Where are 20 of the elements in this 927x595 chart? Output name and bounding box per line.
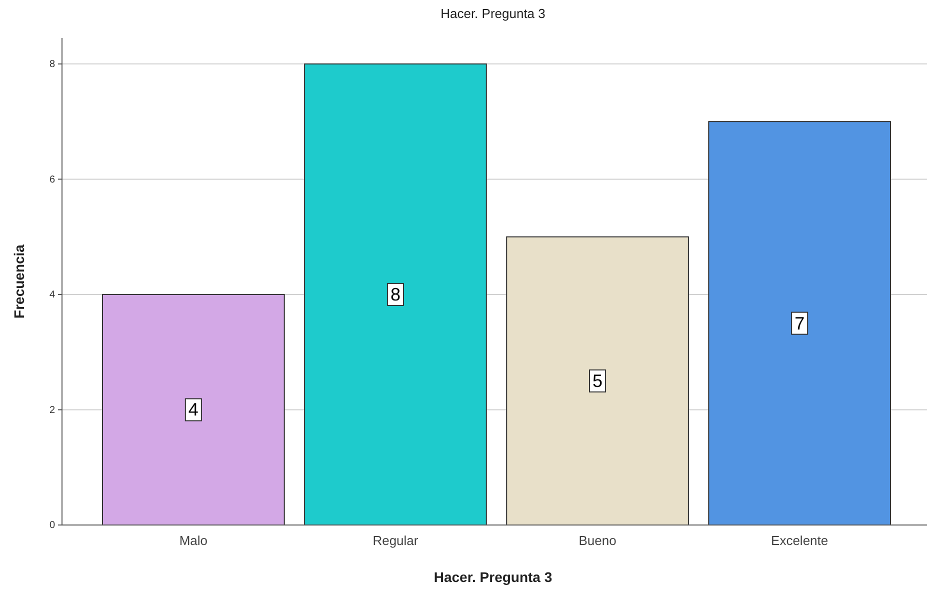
bar xyxy=(304,63,487,526)
bar xyxy=(506,236,689,526)
data-label: 4 xyxy=(188,400,198,420)
x-tick-label: Malo xyxy=(179,532,208,548)
y-tick-label: 6 xyxy=(49,174,56,186)
data-label: 8 xyxy=(390,284,400,304)
bar xyxy=(708,121,891,526)
x-tick-label: Excelente xyxy=(771,532,828,548)
chart-title: Hacer. Pregunta 3 xyxy=(440,6,546,21)
y-tick-label: 8 xyxy=(49,59,56,70)
data-label: 7 xyxy=(794,313,805,334)
y-tick-label: 0 xyxy=(49,520,56,532)
data-label: 5 xyxy=(592,370,603,391)
y-axis-title: Frecuencia xyxy=(11,244,27,318)
y-tick-label: 4 xyxy=(49,290,56,301)
y-tick-label: 2 xyxy=(49,404,56,416)
x-tick-label: Bueno xyxy=(578,532,616,548)
x-axis-title: Hacer. Pregunta 3 xyxy=(434,569,552,585)
bar xyxy=(102,294,285,526)
x-tick-label: Regular xyxy=(372,532,419,548)
